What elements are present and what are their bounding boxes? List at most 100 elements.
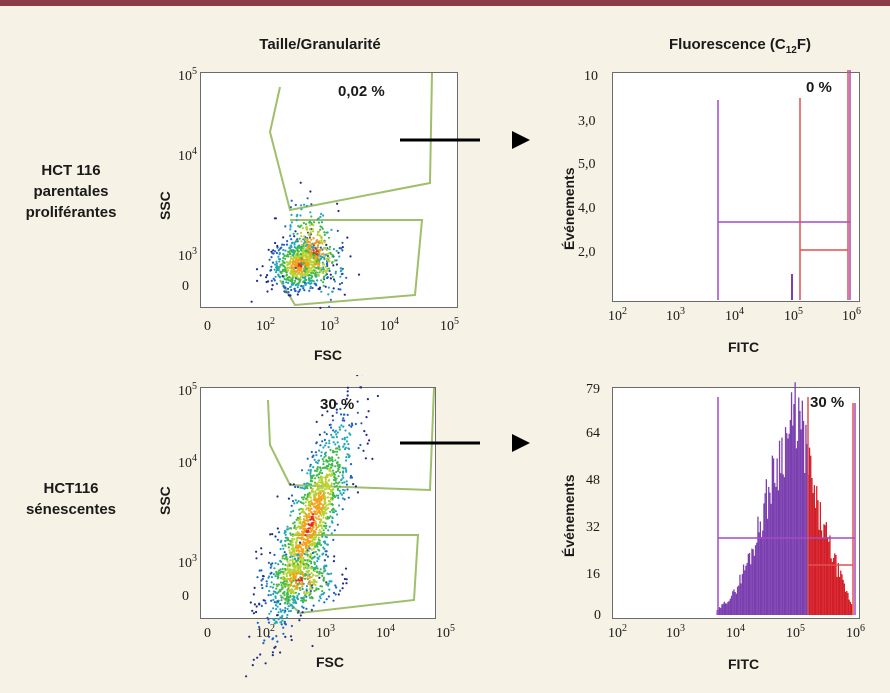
scatter-event-dot — [311, 581, 314, 584]
scatter-event-dot — [336, 523, 339, 526]
scatter-event-dot — [306, 574, 309, 577]
histogram-bin — [750, 564, 752, 615]
scatter-event-dot — [307, 569, 310, 572]
scatter-event-dot — [328, 245, 332, 248]
scatter-event-dot — [302, 563, 305, 566]
column-title-size-granularity: Taille/Granularité — [259, 36, 381, 53]
scatter-event-dot — [290, 624, 293, 628]
scatter-event-dot — [337, 251, 340, 254]
scatter-event-dot — [331, 460, 334, 463]
scatter-event-dot — [303, 590, 306, 593]
scatter-event-dot — [288, 574, 292, 577]
scatter-event-dot — [272, 592, 275, 596]
scatter-event-dot — [270, 268, 273, 271]
scatter-event-dot — [332, 538, 335, 541]
scatter-event-dot — [299, 214, 302, 217]
scatter-event-dot — [321, 476, 324, 479]
scatter-event-dot — [253, 603, 256, 606]
scatter-event-dot — [338, 463, 341, 466]
scatter-event-dot — [287, 610, 291, 613]
histogram-bin — [792, 425, 794, 615]
scatter-event-dot — [304, 572, 307, 576]
scatter-event-dot — [250, 300, 253, 303]
scatter-event-dot — [327, 286, 330, 289]
scatter-event-dot — [286, 266, 289, 270]
scatter-event-dot — [306, 252, 310, 255]
scatter-event-dot — [286, 591, 289, 594]
histogram-bin — [782, 474, 784, 615]
scatter-event-dot — [260, 547, 263, 550]
scatter-event-dot — [297, 544, 300, 547]
gate-percentage-4: 30 % — [810, 394, 844, 411]
scatter-event-dot — [318, 479, 321, 482]
histogram-bin — [748, 552, 751, 615]
scatter-event-dot — [321, 484, 324, 487]
scatter-event-dot — [291, 568, 294, 571]
scatter-event-dot — [318, 234, 321, 237]
scatter-event-dot — [314, 493, 317, 496]
scatter-event-dot — [311, 644, 314, 648]
scatter-event-dot — [332, 287, 335, 290]
scatter-event-dot — [315, 267, 318, 270]
scatter-event-dot — [327, 529, 330, 532]
scatter-event-dot — [339, 492, 342, 495]
scatter-event-dot — [268, 589, 271, 593]
scatter-event-dot — [276, 640, 279, 643]
x-tick-label: 102 — [608, 306, 627, 324]
scatter-event-dot — [299, 181, 302, 184]
scatter-event-dot — [301, 573, 304, 576]
scatter-event-dot — [274, 275, 277, 278]
histogram-bars — [716, 382, 853, 615]
scatter-event-dot — [324, 444, 327, 447]
scatter-event-dot — [328, 580, 331, 583]
scatter-event-dot — [338, 485, 341, 488]
scatter-event-dot — [328, 442, 331, 445]
scatter-event-dot — [322, 284, 325, 287]
scatter-event-dot — [287, 255, 290, 258]
scatter-event-dot — [341, 497, 344, 500]
scatter-event-dot — [311, 515, 314, 518]
scatter-dots-3 — [245, 375, 379, 678]
scatter-event-dot — [296, 501, 299, 504]
scatter-event-dot — [296, 553, 299, 557]
histogram-plot-proliferating: 0 % 10 3,0 5,0 4,0 2,0 102 103 104 105 1… — [561, 69, 861, 355]
scatter-event-dot — [329, 273, 332, 276]
scatter-event-dot — [343, 293, 346, 296]
histogram-bin — [796, 440, 799, 615]
histogram-bin — [747, 553, 749, 615]
scatter-event-dot — [343, 481, 346, 484]
x-tick-label: 105 — [436, 623, 455, 641]
scatter-event-dot — [288, 527, 291, 530]
scatter-event-dot — [303, 243, 306, 246]
histogram-bin — [820, 530, 823, 615]
scatter-event-dot — [338, 504, 341, 507]
scatter-event-dot — [308, 594, 311, 597]
scatter-event-dot — [320, 502, 323, 506]
scatter-event-dot — [302, 262, 305, 265]
scatter-event-dot — [299, 588, 302, 591]
scatter-event-dot — [325, 598, 328, 601]
scatter-event-dot — [329, 510, 332, 513]
scatter-event-dot — [304, 538, 307, 541]
scatter-event-dot — [316, 560, 319, 563]
scatter-event-dot — [307, 250, 310, 253]
histogram-bin — [850, 604, 853, 615]
scatter-event-dot — [306, 243, 309, 246]
histogram-bin — [788, 433, 790, 615]
scatter-event-dot — [333, 485, 336, 488]
scatter-event-dot — [346, 453, 349, 456]
scatter-event-dot — [311, 227, 314, 231]
histogram-bin — [765, 479, 767, 615]
scatter-event-dot — [294, 564, 298, 567]
scatter-event-dot — [305, 543, 308, 546]
scatter-event-dot — [302, 221, 305, 225]
scatter-event-dot — [289, 294, 292, 297]
scatter-event-dot — [324, 271, 328, 274]
histogram-plot-senescent: 30 % 79 64 48 32 16 0 102 103 104 105 10… — [561, 382, 865, 672]
scatter-event-dot — [326, 267, 329, 270]
scatter-event-dot — [326, 410, 329, 413]
scatter-event-dot — [329, 448, 332, 452]
scatter-event-dot — [290, 510, 293, 513]
scatter-event-dot — [333, 494, 336, 498]
scatter-event-dot — [290, 283, 293, 286]
